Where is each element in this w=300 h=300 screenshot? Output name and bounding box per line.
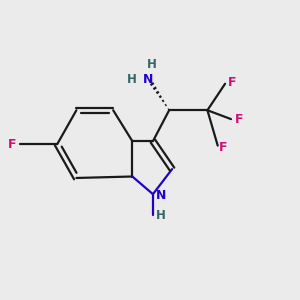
Text: F: F [8,138,16,151]
Text: F: F [235,112,244,126]
Text: N: N [156,189,166,202]
Text: H: H [146,58,156,71]
Text: N: N [143,73,154,86]
Text: H: H [156,209,166,222]
Text: F: F [219,141,228,154]
Text: F: F [228,76,237,89]
Text: H: H [127,73,137,86]
